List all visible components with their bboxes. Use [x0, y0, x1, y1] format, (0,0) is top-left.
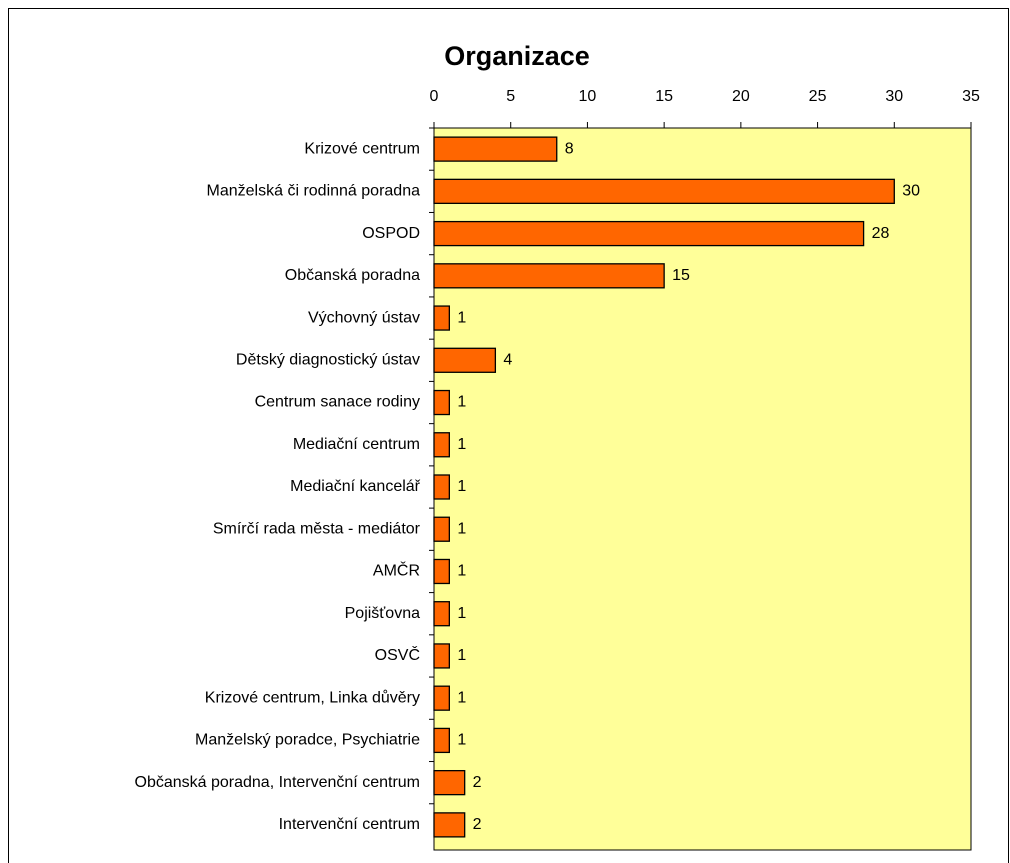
x-tick-label: 20 [732, 88, 750, 105]
bar [433, 812, 466, 838]
data-label: 1 [457, 563, 466, 580]
bar [433, 685, 450, 711]
y-tick-label: AMČR [373, 561, 420, 580]
y-tick-label: Intervenční centrum [279, 816, 420, 833]
bar [433, 389, 450, 416]
y-tick-label: Pojišťovna [345, 605, 420, 622]
bar [433, 178, 895, 205]
y-tick-label: Krizové centrum [304, 140, 420, 157]
data-label: 8 [565, 140, 574, 157]
bar [433, 432, 450, 458]
bar [433, 558, 450, 585]
data-label: 1 [457, 394, 466, 411]
y-tick-label: OSVČ [375, 645, 420, 664]
y-tick-label: Krizové centrum, Linka důvěry [205, 688, 420, 706]
data-label: 1 [457, 436, 466, 453]
data-label: 4 [503, 352, 512, 369]
bar [433, 601, 450, 627]
data-label: 2 [473, 774, 482, 791]
y-tick-label: Smírčí rada města - mediátor [213, 520, 421, 537]
bar [433, 263, 665, 289]
data-label: 1 [457, 689, 466, 706]
x-tick-label: 0 [430, 88, 439, 105]
y-tick-label: Občanská poradna, Intervenční centrum [135, 774, 421, 791]
data-label: 15 [672, 267, 690, 284]
y-tick-label: OSPOD [362, 225, 420, 242]
bar [433, 136, 558, 162]
bar [433, 305, 450, 331]
y-tick-label: Dětský diagnostický ústav [236, 352, 420, 369]
bar [433, 347, 497, 373]
data-label: 28 [872, 225, 890, 242]
data-label: 1 [457, 309, 466, 326]
x-tick-label: 35 [962, 88, 980, 105]
data-label: 1 [457, 732, 466, 749]
data-label: 1 [457, 605, 466, 622]
y-tick-label: Mediační centrum [293, 436, 420, 453]
y-tick-label: Manželský poradce, Psychiatrie [195, 732, 420, 749]
x-tick-label: 10 [579, 88, 597, 105]
x-tick-label: 5 [506, 88, 515, 105]
data-label: 1 [457, 647, 466, 664]
y-tick-label: Mediační kancelář [290, 478, 421, 495]
bar [433, 643, 450, 669]
data-label: 1 [457, 520, 466, 537]
bar [433, 769, 466, 796]
x-tick-label: 30 [885, 88, 903, 105]
bar [433, 727, 450, 754]
y-tick-label: Manželská či rodinná poradna [207, 183, 421, 200]
data-label: 2 [473, 816, 482, 833]
chart-title: Organizace [444, 41, 590, 71]
x-tick-label: 15 [655, 88, 673, 105]
data-label: 1 [457, 478, 466, 495]
plot-area [433, 127, 972, 851]
y-tick-label: Výchovný ústav [308, 309, 420, 326]
data-label: 30 [902, 183, 920, 200]
x-tick-label: 25 [809, 88, 827, 105]
y-tick-label: Centrum sanace rodiny [255, 394, 420, 411]
bar [433, 220, 865, 247]
bar [433, 474, 450, 500]
bar [433, 516, 450, 542]
y-tick-label: Občanská poradna [285, 267, 420, 284]
